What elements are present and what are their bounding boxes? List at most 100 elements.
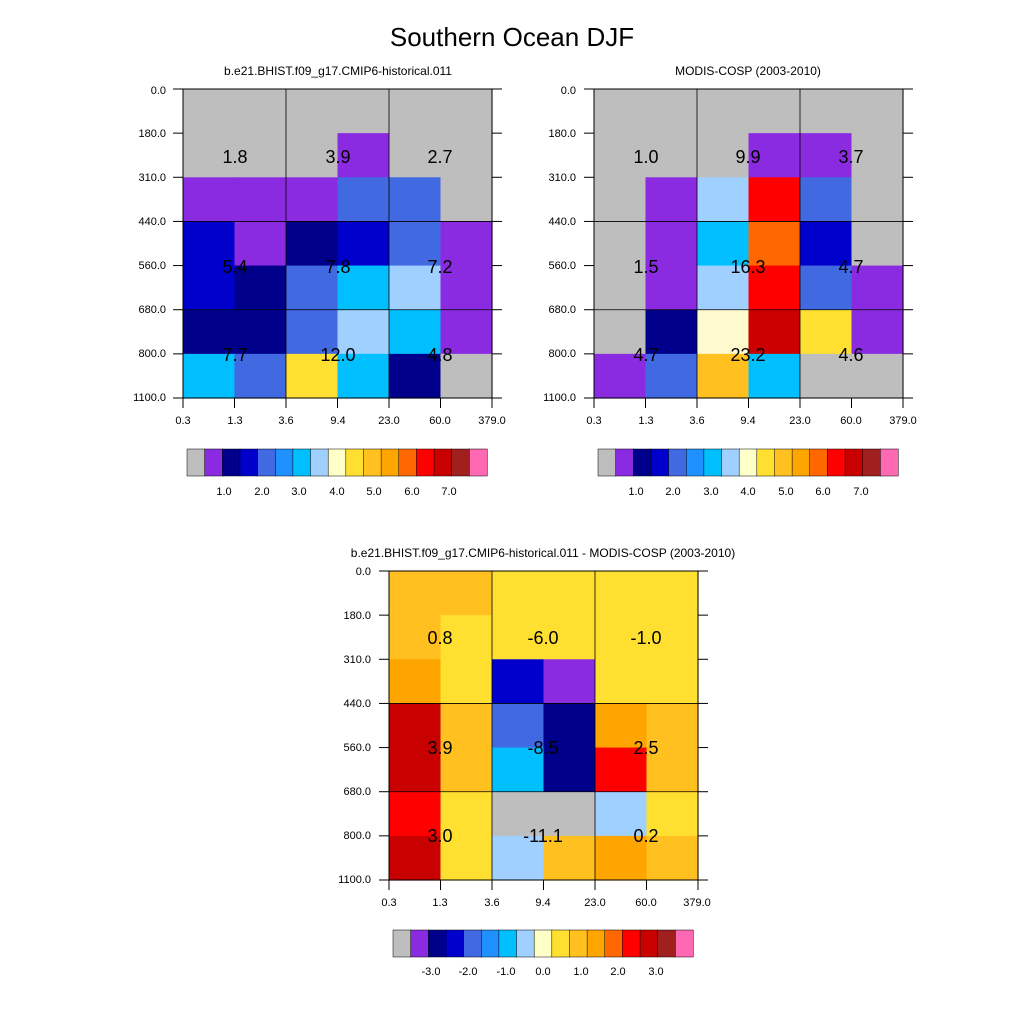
box-value: 9.9 [735,147,760,167]
heatmap-cell [389,659,442,705]
box-value: -6.0 [527,628,558,648]
x-tick-label: 379.0 [478,415,506,427]
heatmap-cell [800,221,853,267]
heatmap-cell [492,747,545,793]
y-tick-label: 560.0 [343,742,371,754]
box-value: 2.5 [633,738,658,758]
colorbar-swatch [186,448,206,477]
box-value: 3.9 [427,738,452,758]
colorbar-swatch [738,448,758,477]
heatmap-cell [645,353,698,399]
x-tick-label: 9.4 [740,415,755,427]
heatmap-cell [800,353,853,399]
panel-model-colorbar [186,448,488,477]
heatmap-cell [646,703,699,749]
heatmap-cell [594,177,647,223]
colorbar-label: 5.0 [778,486,793,498]
x-tick-label: 60.0 [840,415,861,427]
heatmap-cell [183,265,236,311]
heatmap-cell [234,265,287,311]
colorbar-swatch [292,448,312,477]
panel-diff-colorbar-labels: -3.0 -2.0 -1.0 0.0 1.0 2.0 3.0 [422,966,664,978]
colorbar-swatch [604,929,623,958]
colorbar-label: 1.0 [216,486,231,498]
heatmap-cell [646,571,699,616]
y-tick-label: 0.0 [356,566,371,578]
heatmap-cell [183,221,236,267]
colorbar-swatch [204,448,223,477]
heatmap-cell [440,221,493,267]
colorbar-label: 6.0 [815,486,830,498]
heatmap-cell [234,133,287,178]
box-value: 1.0 [633,147,658,167]
colorbar-swatch [633,448,652,477]
heatmap-cell [337,309,390,355]
colorbar-swatch [516,929,535,958]
colorbar-swatch [668,448,687,477]
heatmap-cell [440,747,493,793]
colorbar-swatch [239,448,259,477]
panel-obs-cells [594,89,904,399]
panel-diff: b.e21.BHIST.f09_g17.CMIP6-historical.011… [338,546,735,978]
box-value: 4.7 [633,345,658,365]
heatmap-cell [234,221,287,267]
heatmap-cell [646,615,699,660]
heatmap-cell [389,265,442,311]
heatmap-cell [645,265,698,311]
x-tick-label: 23.0 [378,415,399,427]
panel-obs-title: MODIS-COSP (2003-2010) [675,64,821,78]
y-tick-label: 310.0 [548,172,576,184]
heatmap-cell [697,133,750,178]
heatmap-cell [389,571,442,616]
heatmap-cell [594,353,647,399]
y-tick-label: 680.0 [343,786,371,798]
box-value: 12.0 [320,345,355,365]
x-tick-label: 9.4 [535,897,550,909]
colorbar-swatch [774,448,793,477]
colorbar-label: 6.0 [404,486,419,498]
heatmap-cell [851,265,904,311]
colorbar-swatch [703,448,723,477]
colorbar-swatch [428,929,447,958]
y-tick-label: 800.0 [548,348,576,360]
heatmap-cell [595,659,648,705]
heatmap-cell [594,265,647,311]
box-value: 3.7 [838,147,863,167]
box-value: -11.1 [523,826,563,846]
heatmap-cell [594,221,647,267]
heatmap-cell [286,309,339,355]
heatmap-cell [748,265,801,311]
colorbar-label: 7.0 [441,486,456,498]
colorbar-swatch [721,448,740,477]
x-tick-label: 9.4 [330,415,345,427]
y-tick-label: 440.0 [548,216,576,228]
panel-obs-colorbar-labels: 1.0 2.0 3.0 4.0 5.0 6.0 7.0 [628,486,868,498]
y-tick-label: 1100.0 [133,392,166,404]
colorbar-swatch [791,448,811,477]
heatmap-cell [440,309,493,355]
x-tick-label: 0.3 [586,415,601,427]
heatmap-cell [851,309,904,355]
heatmap-cell [440,703,493,749]
colorbar-swatch [222,448,241,477]
colorbar-swatch [310,448,329,477]
colorbar-label: 5.0 [366,486,381,498]
heatmap-cell [697,353,750,399]
x-tick-label: 1.3 [227,415,242,427]
box-value: 7.8 [325,257,350,277]
heatmap-cell [389,133,442,178]
x-tick-label: 1.3 [638,415,653,427]
box-value: 3.0 [427,826,452,846]
box-value: 23.2 [730,345,765,365]
heatmap-cell [645,177,698,223]
heatmap-cell [286,353,339,399]
panel-model-colorbar-labels: 1.0 2.0 3.0 4.0 5.0 6.0 7.0 [216,486,456,498]
heatmap-cell [440,791,493,837]
heatmap-cell [440,133,493,178]
heatmap-cell [800,309,853,355]
heatmap-cell [389,177,442,223]
heatmap-cell [697,309,750,355]
heatmap-cell [337,221,390,267]
heatmap-cell [800,133,853,178]
heatmap-cell [286,177,339,223]
